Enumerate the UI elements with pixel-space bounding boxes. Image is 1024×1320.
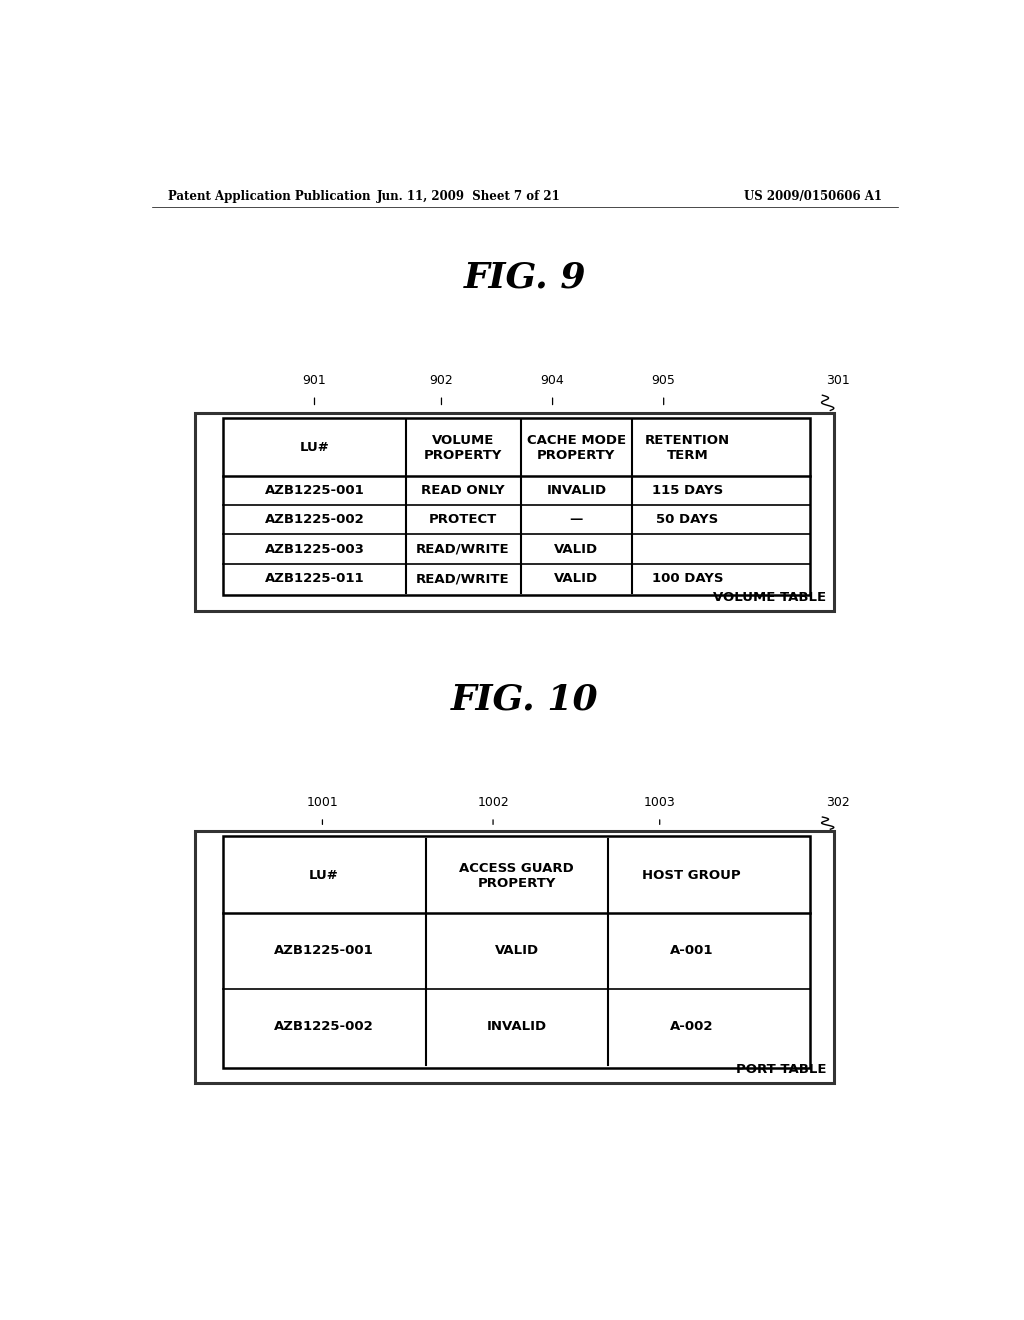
Text: VALID: VALID xyxy=(554,572,598,585)
Text: FIG. 10: FIG. 10 xyxy=(451,682,599,717)
Text: READ ONLY: READ ONLY xyxy=(421,483,505,496)
Text: RETENTION
TERM: RETENTION TERM xyxy=(645,433,730,462)
Text: 301: 301 xyxy=(826,374,850,387)
Text: VOLUME TABLE: VOLUME TABLE xyxy=(714,590,826,603)
Text: A-001: A-001 xyxy=(670,944,713,957)
Text: INVALID: INVALID xyxy=(486,1020,547,1034)
Text: 50 DAYS: 50 DAYS xyxy=(656,513,719,527)
Text: ACCESS GUARD
PROPERTY: ACCESS GUARD PROPERTY xyxy=(460,862,574,890)
Text: US 2009/0150606 A1: US 2009/0150606 A1 xyxy=(743,190,882,202)
Text: PROTECT: PROTECT xyxy=(429,513,497,527)
Text: 1001: 1001 xyxy=(306,796,338,809)
Text: INVALID: INVALID xyxy=(547,483,606,496)
Text: VOLUME
PROPERTY: VOLUME PROPERTY xyxy=(424,433,502,462)
Text: 901: 901 xyxy=(303,374,327,387)
Text: READ/WRITE: READ/WRITE xyxy=(416,572,510,585)
Bar xyxy=(223,837,811,1068)
Bar xyxy=(223,417,811,595)
Text: Jun. 11, 2009  Sheet 7 of 21: Jun. 11, 2009 Sheet 7 of 21 xyxy=(378,190,561,202)
Text: Patent Application Publication: Patent Application Publication xyxy=(168,190,371,202)
Bar xyxy=(196,413,835,611)
Text: PORT TABLE: PORT TABLE xyxy=(736,1063,826,1076)
Text: 905: 905 xyxy=(651,374,676,387)
Text: VALID: VALID xyxy=(554,543,598,556)
Text: 1002: 1002 xyxy=(477,796,509,809)
Text: AZB1225-001: AZB1225-001 xyxy=(274,944,374,957)
Text: 302: 302 xyxy=(826,796,850,809)
Text: AZB1225-003: AZB1225-003 xyxy=(264,543,365,556)
Text: AZB1225-001: AZB1225-001 xyxy=(264,483,365,496)
Text: AZB1225-002: AZB1225-002 xyxy=(274,1020,374,1034)
Text: CACHE MODE
PROPERTY: CACHE MODE PROPERTY xyxy=(526,433,626,462)
Text: 1003: 1003 xyxy=(644,796,676,809)
Text: 902: 902 xyxy=(430,374,454,387)
Text: LU#: LU# xyxy=(309,870,339,883)
Bar xyxy=(196,832,835,1084)
Text: HOST GROUP: HOST GROUP xyxy=(642,870,740,883)
Text: FIG. 9: FIG. 9 xyxy=(464,260,586,294)
Text: AZB1225-002: AZB1225-002 xyxy=(264,513,365,527)
Text: A-002: A-002 xyxy=(670,1020,713,1034)
Text: 115 DAYS: 115 DAYS xyxy=(652,483,723,496)
Text: —: — xyxy=(569,513,583,527)
Text: VALID: VALID xyxy=(495,944,539,957)
Text: 100 DAYS: 100 DAYS xyxy=(651,572,723,585)
Text: LU#: LU# xyxy=(300,441,330,454)
Text: AZB1225-011: AZB1225-011 xyxy=(264,572,365,585)
Text: 904: 904 xyxy=(541,374,564,387)
Text: READ/WRITE: READ/WRITE xyxy=(416,543,510,556)
